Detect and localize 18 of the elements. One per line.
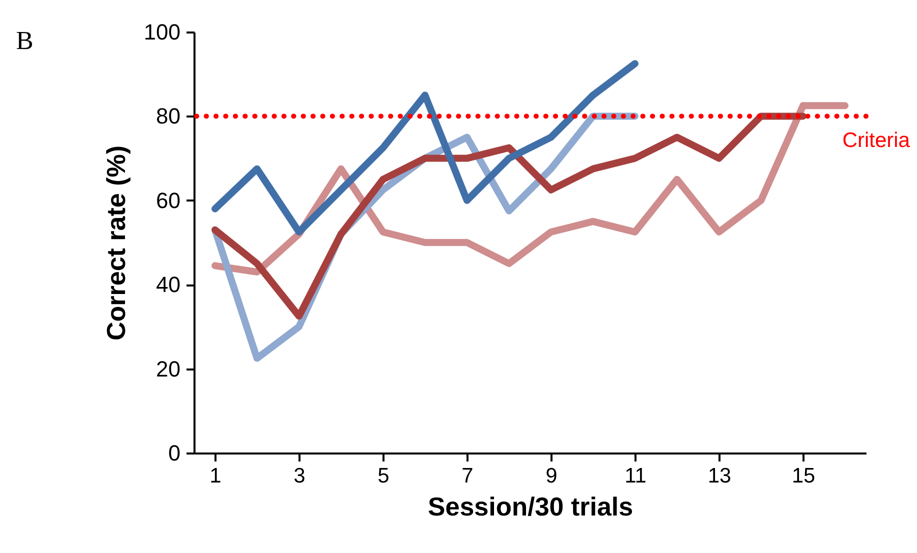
x-tick-label: 9 [546,464,558,488]
y-axis-title: Correct rate (%) [100,145,131,341]
x-axis-title: Session/30 trials [428,492,634,522]
x-tick-label: 3 [294,464,306,488]
y-tick-label: 60 [156,188,180,213]
y-tick-label: 100 [144,20,180,44]
x-tick-label: 15 [792,464,816,488]
y-tick-label: 0 [168,440,180,466]
y-tick-label: 40 [156,272,180,298]
x-tick-label: 1 [210,464,222,488]
x-tick-label: 13 [708,464,732,488]
y-tick-label: 80 [156,104,180,129]
y-tick-label: 20 [156,356,180,382]
x-tick-label: 7 [462,464,474,488]
x-tick-label: 11 [624,464,646,488]
text: B [16,26,34,55]
ref-line-label: Criteria [842,129,910,152]
x-tick-label: 5 [378,464,390,488]
